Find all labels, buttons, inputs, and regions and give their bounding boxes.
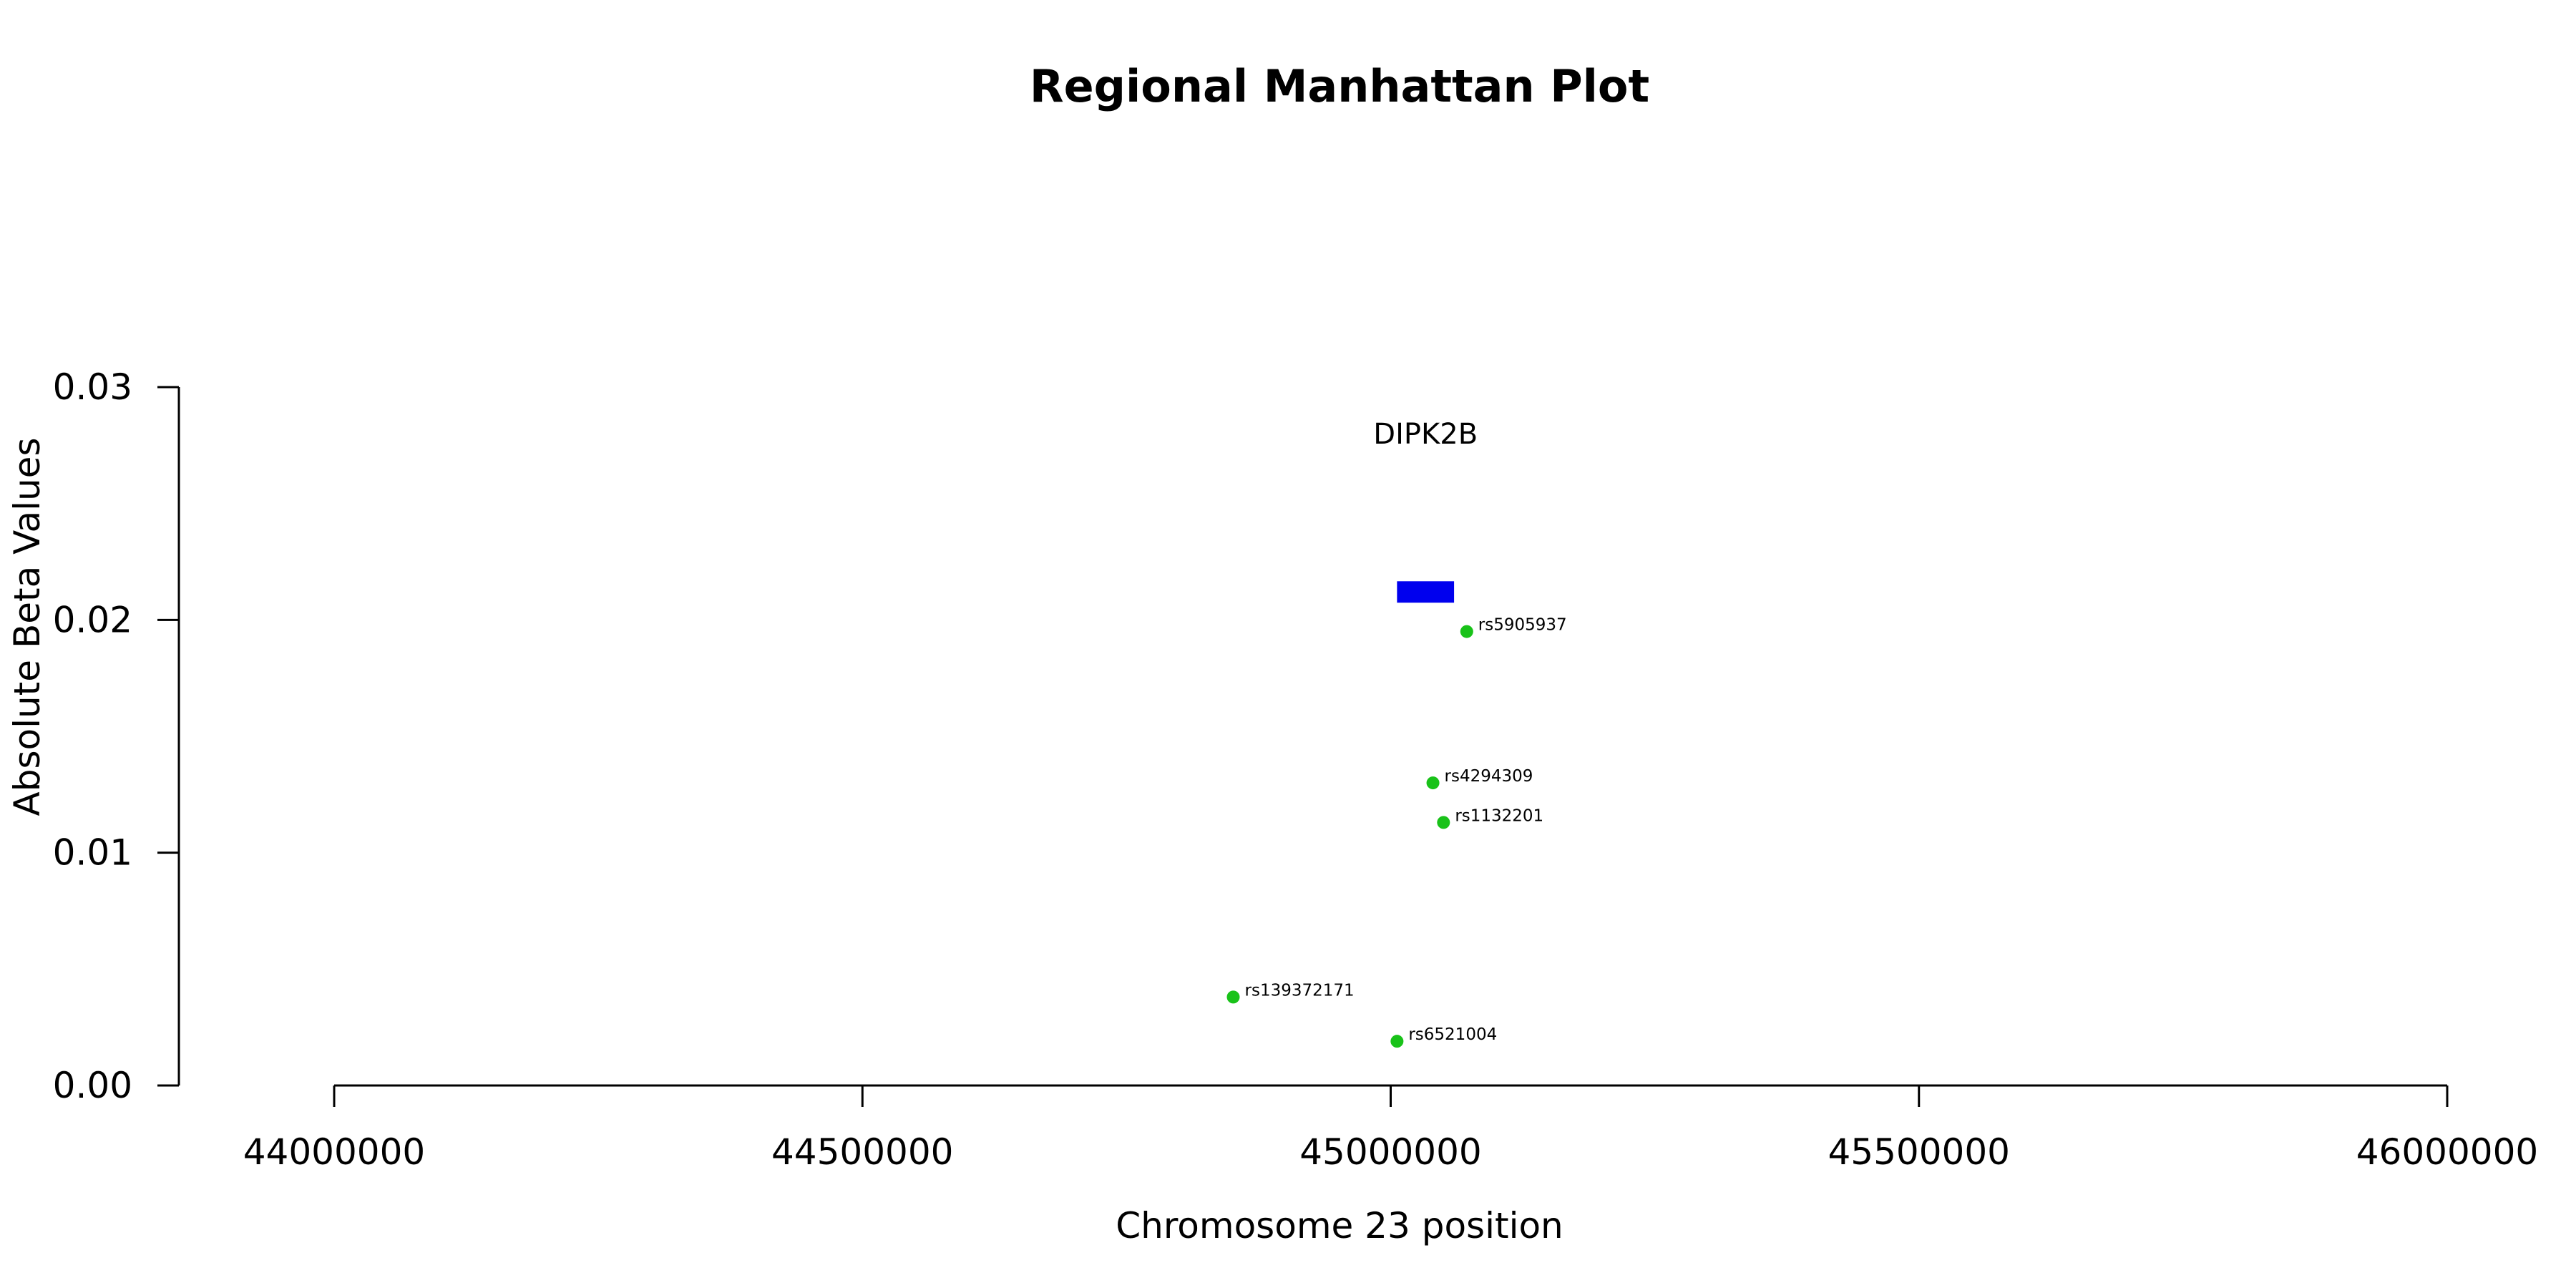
x-tick-label: 44000000: [243, 1131, 426, 1173]
gene-track: DIPK2B: [1373, 418, 1478, 603]
snp-point: [1426, 776, 1440, 790]
snp-point: [1226, 990, 1240, 1004]
y-tick-label: 0.03: [53, 366, 132, 408]
y-axis-label: Absolute Beta Values: [6, 438, 48, 816]
snp-label: rs1132201: [1455, 806, 1543, 825]
x-axis: 44000000 44500000 45000000 45500000 46000000: [243, 1084, 2539, 1173]
snp-points: rs5905937 rs4294309 rs1132201 rs139372171 rs…: [1226, 616, 1567, 1048]
snp-point: [1437, 816, 1450, 829]
y-tick-label: 0.01: [53, 832, 132, 874]
chart-title: Regional Manhattan Plot: [1030, 60, 1649, 112]
x-tick-label: 46000000: [2356, 1131, 2539, 1173]
snp-label: rs5905937: [1478, 616, 1567, 635]
gene-block: [1397, 581, 1455, 603]
gene-label: DIPK2B: [1373, 418, 1478, 451]
x-tick-label: 44500000: [771, 1131, 954, 1173]
y-tick-label: 0.02: [53, 599, 132, 640]
y-axis: 0.00 0.01 0.02 0.03: [53, 366, 180, 1106]
x-tick-label: 45500000: [1828, 1131, 2011, 1173]
snp-label: rs139372171: [1245, 981, 1355, 1000]
x-tick-label: 45000000: [1299, 1131, 1482, 1173]
y-tick-label: 0.00: [53, 1065, 132, 1106]
x-axis-label: Chromosome 23 position: [1116, 1205, 1563, 1246]
snp-label: rs4294309: [1445, 767, 1533, 786]
snp-point: [1390, 1035, 1404, 1048]
snp-label: rs6521004: [1408, 1025, 1497, 1044]
snp-point: [1460, 625, 1473, 638]
